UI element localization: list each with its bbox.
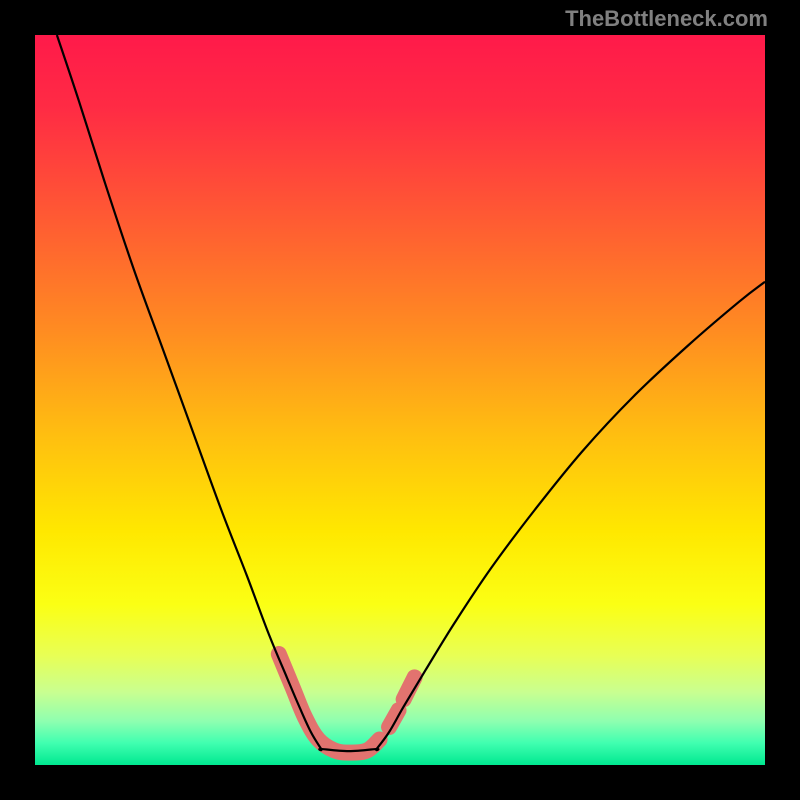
- curve-layer: [35, 35, 765, 765]
- plot-area: [35, 35, 765, 765]
- bottleneck-curve: [57, 35, 765, 751]
- watermark-text: TheBottleneck.com: [565, 6, 768, 32]
- outer-frame: TheBottleneck.com: [0, 0, 800, 800]
- curve-highlight: [279, 654, 415, 753]
